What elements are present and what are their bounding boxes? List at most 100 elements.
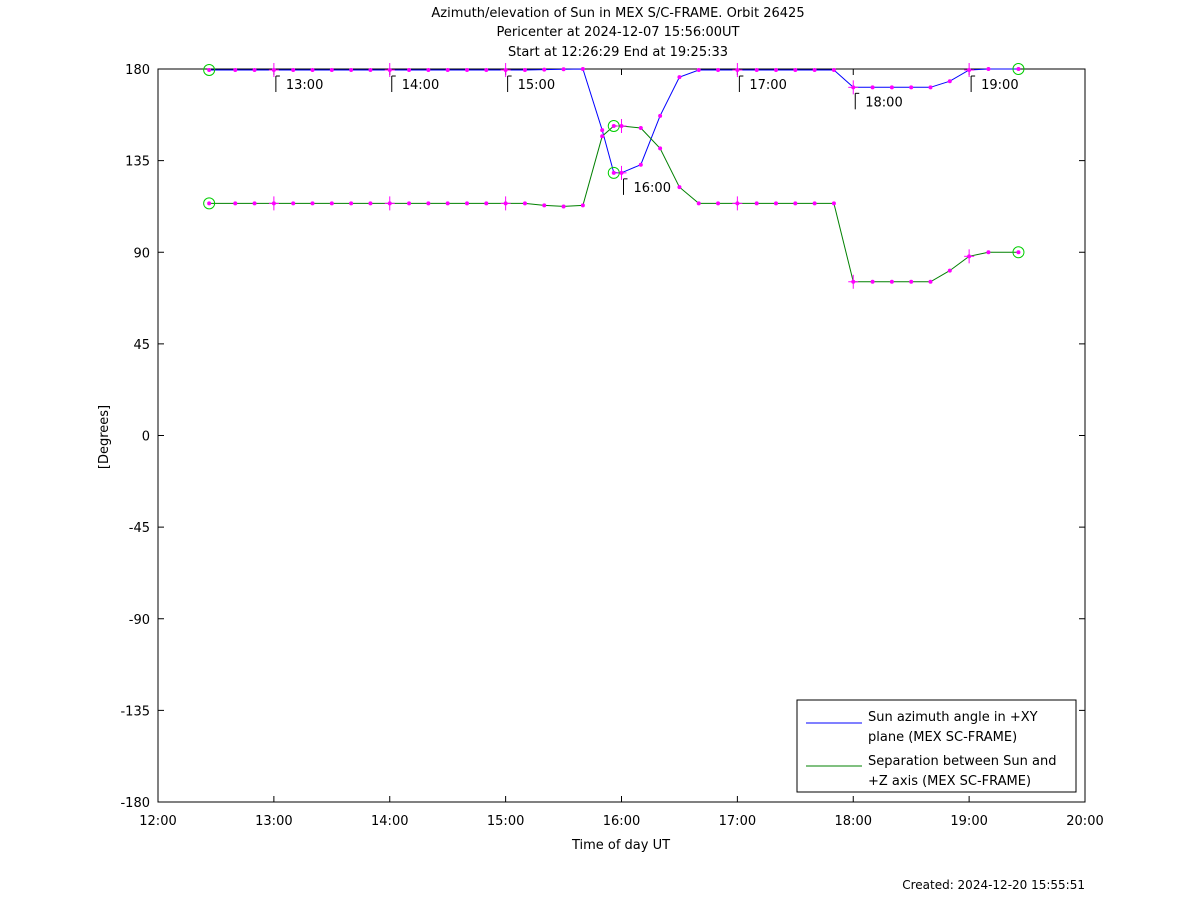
y-tick-label: -135 [120, 704, 150, 719]
data-point [522, 201, 527, 206]
data-point [368, 201, 373, 206]
data-point [831, 68, 836, 73]
data-point [445, 201, 450, 206]
data-point [407, 201, 412, 206]
data-point [561, 67, 566, 72]
x-tick-label: 15:00 [487, 814, 524, 829]
data-point [889, 85, 894, 90]
data-point [677, 75, 682, 80]
data-point [600, 134, 605, 139]
x-tick-label: 18:00 [835, 814, 872, 829]
data-point [329, 68, 334, 73]
series-group [203, 63, 1025, 289]
data-point [658, 113, 663, 118]
data-point [291, 68, 296, 73]
data-point [812, 68, 817, 73]
legend-label-azimuth-line-2: plane (MEX SC-FRAME) [868, 730, 1017, 745]
data-point [947, 79, 952, 84]
azimuth-min-marker [607, 166, 620, 179]
data-point [580, 67, 585, 71]
data-point [465, 201, 470, 206]
data-point [716, 68, 721, 73]
series-end-marker [1012, 63, 1025, 75]
data-point [310, 201, 315, 206]
time-annotation-label: 17:00 [749, 78, 786, 93]
data-point [1016, 67, 1021, 71]
data-point [1016, 250, 1021, 255]
time-annotation-label: 15:00 [518, 78, 555, 93]
data-point [349, 201, 354, 206]
data-point [793, 68, 798, 73]
time-annotation-label: 18:00 [865, 95, 902, 110]
data-point [909, 85, 914, 90]
data-point [870, 279, 875, 284]
axis-ticks: 12:00 13:00 14:00 15:00 16:00 17:00 18:00 19:00… [120, 63, 1103, 829]
x-tick-label: 14:00 [371, 814, 408, 829]
data-point [426, 201, 431, 206]
data-point [233, 201, 238, 206]
x-tick-label: 12:00 [139, 814, 176, 829]
y-tick-label: 180 [125, 63, 150, 78]
data-point [889, 279, 894, 284]
y-axis-label: [Degrees] [97, 405, 112, 469]
data-point [207, 68, 212, 73]
data-point [542, 203, 547, 208]
y-tick-label: -180 [120, 796, 150, 811]
chart-title-line-3: Start at 12:26:29 End at 19:25:33 [508, 45, 728, 60]
data-point [522, 68, 527, 73]
x-tick-label: 16:00 [603, 814, 640, 829]
x-tick-label: 17:00 [719, 814, 756, 829]
data-point [870, 85, 875, 90]
data-point [773, 68, 778, 73]
data-point [947, 268, 952, 273]
data-point [928, 85, 933, 90]
legend-label-separation-line-1: Separation between Sun and [868, 754, 1056, 769]
data-point [611, 124, 616, 129]
separation-max-marker [607, 120, 620, 133]
legend-label-separation-line-2: +Z axis (MEX SC-FRAME) [868, 774, 1031, 789]
y-tick-label: -90 [129, 613, 150, 628]
data-point [580, 203, 585, 208]
data-point [658, 146, 663, 151]
time-annotation-label: 14:00 [402, 78, 439, 93]
data-point [426, 68, 431, 73]
data-point [696, 68, 701, 73]
data-point [407, 68, 412, 73]
data-point [812, 201, 817, 206]
data-point [484, 68, 489, 73]
created-timestamp: Created: 2024-12-20 15:55:51 [902, 878, 1085, 892]
y-tick-label: 135 [125, 155, 150, 170]
data-point [793, 201, 798, 206]
data-point [928, 279, 933, 284]
data-point [465, 68, 470, 73]
data-point [754, 68, 759, 73]
data-point [329, 201, 334, 206]
legend-label-azimuth-line-1: Sun azimuth angle in +XY [868, 710, 1038, 725]
data-point [445, 68, 450, 73]
time-annotation-label: 16:00 [634, 181, 671, 196]
data-point [368, 68, 373, 73]
data-point [754, 201, 759, 206]
chart-title-line-1: Azimuth/elevation of Sun in MEX S/C-FRAM… [431, 6, 804, 21]
y-tick-label: 90 [133, 246, 150, 261]
time-annotations: 13:00 14:00 15:00 16:00 17:00 18:00 19:00 [275, 75, 1019, 196]
x-tick-label: 19:00 [950, 814, 987, 829]
data-point [542, 67, 547, 72]
chart-title-line-2: Pericenter at 2024-12-07 15:56:00UT [496, 25, 739, 40]
data-point [233, 68, 238, 73]
data-point [349, 68, 354, 73]
series-start-marker [203, 64, 216, 77]
data-point [252, 68, 257, 73]
legend-box [796, 699, 1077, 793]
data-point [696, 201, 701, 206]
data-point [310, 68, 315, 73]
data-point [252, 201, 257, 206]
data-point [484, 201, 489, 206]
series-end-marker [1012, 246, 1025, 259]
data-point [986, 67, 991, 71]
series-start-marker [203, 197, 216, 210]
data-point [677, 185, 682, 190]
data-point [716, 201, 721, 206]
data-point [207, 201, 212, 206]
